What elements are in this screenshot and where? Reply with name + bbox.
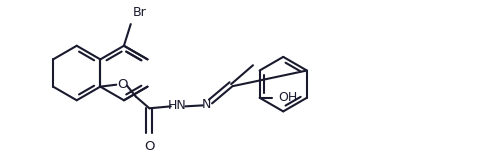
Text: O: O	[117, 78, 128, 91]
Text: OH: OH	[278, 91, 297, 104]
Text: Br: Br	[132, 6, 146, 19]
Text: O: O	[144, 140, 154, 153]
Text: HN: HN	[168, 99, 186, 112]
Text: N: N	[202, 98, 211, 111]
